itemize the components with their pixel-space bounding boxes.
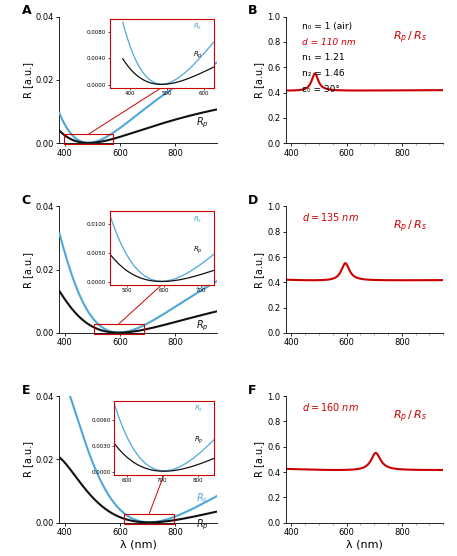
Text: $R_p$: $R_p$ [196,319,209,333]
Y-axis label: R [a.u.]: R [a.u.] [255,252,265,287]
Text: F: F [248,384,257,396]
Y-axis label: R [a.u.]: R [a.u.] [255,441,265,478]
X-axis label: λ (nm): λ (nm) [120,540,156,550]
Text: $R_p\,/\,R_s$: $R_p\,/\,R_s$ [393,29,427,46]
Text: $R_p$: $R_p$ [196,518,209,533]
Text: A: A [21,4,31,17]
Text: E: E [21,384,30,396]
Text: $d = 160$ nm: $d = 160$ nm [302,401,359,413]
Text: C: C [21,193,31,207]
Text: $R_p\,/\,R_s$: $R_p\,/\,R_s$ [393,219,427,235]
Y-axis label: R [a.u.]: R [a.u.] [23,62,33,98]
Text: $d = 135$ nm: $d = 135$ nm [302,211,359,224]
Text: D: D [248,193,259,207]
Bar [94,324,143,334]
Y-axis label: R [a.u.]: R [a.u.] [23,441,33,478]
X-axis label: λ (nm): λ (nm) [346,540,383,550]
Text: $R_p$: $R_p$ [196,116,209,131]
Text: d = 110 nm: d = 110 nm [302,38,356,47]
Text: $R_s$: $R_s$ [196,492,208,505]
Text: n₂ = 1.46: n₂ = 1.46 [302,69,344,78]
Bar [124,514,174,524]
Text: $R_s$: $R_s$ [196,58,208,72]
Bar [64,135,113,144]
Y-axis label: R [a.u.]: R [a.u.] [255,62,265,98]
Text: n₀ = 1 (air): n₀ = 1 (air) [302,22,352,31]
Text: $R_p\,/\,R_s$: $R_p\,/\,R_s$ [393,409,427,425]
Text: n₁ = 1.21: n₁ = 1.21 [302,53,344,62]
Text: B: B [248,4,258,17]
Y-axis label: R [a.u.]: R [a.u.] [23,252,33,287]
Text: $R_s$: $R_s$ [196,278,208,292]
Text: ε₀ = 30°: ε₀ = 30° [302,85,340,94]
